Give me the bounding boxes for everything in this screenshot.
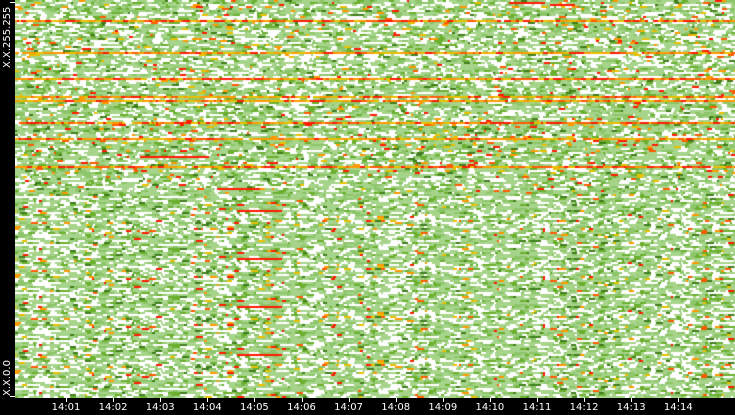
x-tick-label: 14:11 xyxy=(522,402,552,413)
x-tick-label: 14:02 xyxy=(98,402,128,413)
heatmap-canvas xyxy=(15,0,735,398)
x-tick-label: 14:05 xyxy=(239,402,269,413)
x-tick xyxy=(631,398,633,402)
y-tick-bottom xyxy=(10,396,15,397)
y-axis-label-bottom: X.X.0.0 xyxy=(2,360,13,396)
x-tick-label: 14:10 xyxy=(475,402,505,413)
x-tick-label: 14:03 xyxy=(145,402,175,413)
x-tick xyxy=(395,398,397,402)
x-tick xyxy=(66,398,67,402)
x-tick xyxy=(442,398,444,402)
x-tick xyxy=(254,398,256,402)
x-tick-label: 14:06 xyxy=(287,402,316,413)
x-tick xyxy=(207,398,209,402)
x-tick-label: 14:08 xyxy=(381,402,411,413)
x-tick xyxy=(584,398,586,402)
x-tick-label: 14:09 xyxy=(428,402,458,413)
x-tick xyxy=(678,398,680,402)
y-tick-top xyxy=(10,2,15,3)
x-tick xyxy=(301,398,303,402)
x-tick xyxy=(113,398,115,402)
x-tick-label: 14:04 xyxy=(192,402,222,413)
x-tick xyxy=(160,398,162,402)
x-tick xyxy=(489,398,491,402)
x-tick-label: 14:12 xyxy=(569,402,599,413)
x-tick-label: 14:13 xyxy=(616,402,646,413)
x-tick-label: 14:14 xyxy=(663,402,693,413)
y-axis-label-top: X.X.255.255 xyxy=(2,6,13,68)
x-tick-label: 14:01 xyxy=(51,402,81,413)
x-tick xyxy=(537,398,538,402)
x-tick-label: 14:07 xyxy=(334,402,364,413)
x-tick xyxy=(348,398,350,402)
